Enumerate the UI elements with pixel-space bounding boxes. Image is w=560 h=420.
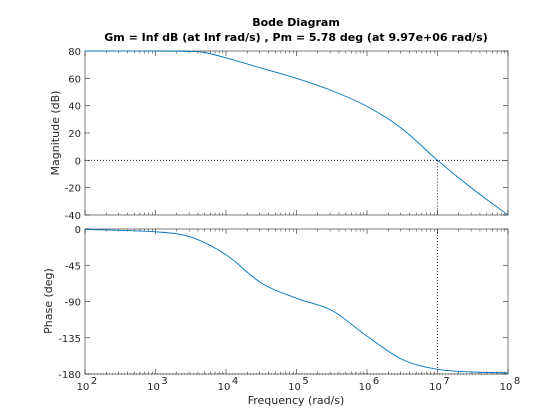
magnitude-y-tick-label: 20 <box>68 129 81 140</box>
phase-y-tick-label: -135 <box>58 334 81 345</box>
x-tick-label: 10 <box>500 382 513 393</box>
x-tick-label-exponent: 4 <box>232 376 238 387</box>
x-tick-label-exponent: 3 <box>161 376 167 387</box>
phase-y-label: Phase (deg) <box>42 268 55 334</box>
magnitude-y-tick-label: 80 <box>68 47 81 58</box>
chart-title: Bode Diagram <box>252 16 340 29</box>
chart-subtitle: Gm = Inf dB (at Inf rad/s) , Pm = 5.78 d… <box>104 31 487 44</box>
x-tick-label-exponent: 2 <box>91 376 97 387</box>
phase-y-tick-label: 0 <box>75 225 81 236</box>
x-tick-label-exponent: 7 <box>443 376 449 387</box>
x-tick-label-exponent: 5 <box>302 376 308 387</box>
phase-y-tick-label: -45 <box>65 261 81 272</box>
phase-series-line <box>84 228 509 374</box>
magnitude-y-label: Magnitude (dB) <box>49 91 62 176</box>
phase-y-tick-label: -180 <box>58 370 81 381</box>
magnitude-series-line <box>84 50 509 216</box>
magnitude-y-tick-label: -20 <box>65 184 81 195</box>
magnitude-y-tick-label: 40 <box>68 102 81 113</box>
x-tick-label: 10 <box>359 382 372 393</box>
x-tick-label: 10 <box>288 382 301 393</box>
phase-frame <box>84 228 509 375</box>
x-tick-label: 10 <box>429 382 442 393</box>
magnitude-axes: 80 60 40 20 0 -20 -40 <box>65 47 509 222</box>
x-tick-label: 10 <box>77 382 90 393</box>
magnitude-y-tick-label: 60 <box>68 74 81 85</box>
magnitude-y-tick-label: -40 <box>65 211 81 222</box>
magnitude-frame <box>84 50 509 216</box>
x-tick-label: 10 <box>218 382 231 393</box>
x-tick-label: 10 <box>147 382 160 393</box>
x-tick-label-exponent: 6 <box>373 376 379 387</box>
x-tick-label-exponent: 8 <box>514 376 520 387</box>
magnitude-y-tick-label: 0 <box>75 156 81 167</box>
phase-y-tick-label: -90 <box>65 298 81 309</box>
x-axis-label: Frequency (rad/s) <box>248 394 345 407</box>
